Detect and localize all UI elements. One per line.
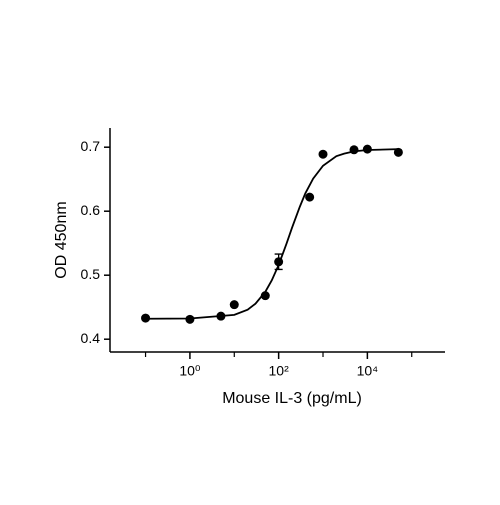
y-tick-label: 0.7 [81,138,101,154]
data-point [318,149,328,159]
y-axis-label: OD 450nm [53,201,70,278]
x-tick-label: 10⁰ [179,363,201,379]
x-axis-label: Mouse IL-3 (pg/mL) [222,390,362,407]
y-tick-label: 0.6 [81,202,101,218]
x-tick-label: 10⁴ [357,363,379,379]
data-point [229,300,239,310]
y-tick-label: 0.5 [81,266,101,282]
data-point [305,192,315,202]
fit-curve [145,148,399,320]
y-tick-label: 0.4 [81,330,101,346]
x-tick-label: 10² [269,363,290,379]
